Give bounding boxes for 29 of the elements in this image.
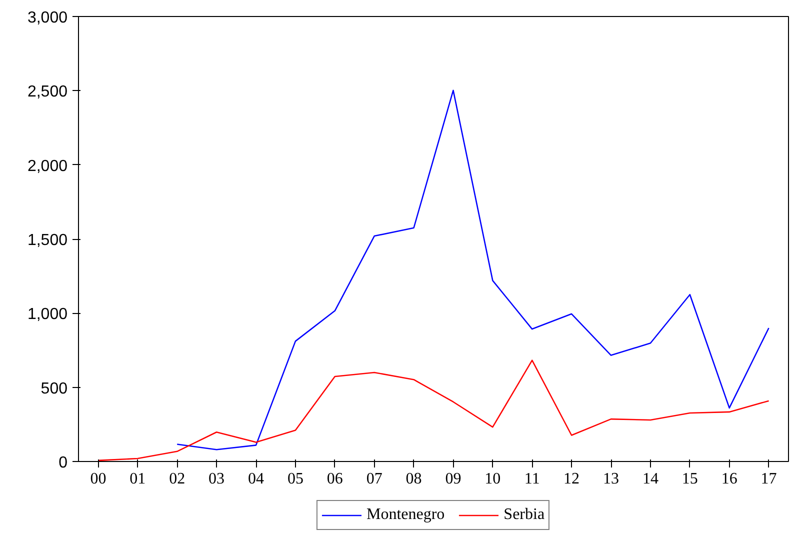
x-tick-label: 14 (642, 470, 658, 488)
x-tick-label: 13 (603, 470, 619, 488)
legend-label: Montenegro (366, 506, 445, 524)
x-tick-label: 04 (248, 470, 264, 488)
y-tick-label: 0 (58, 454, 68, 472)
line-series (98, 360, 770, 462)
legend-label: Serbia (504, 506, 545, 524)
x-tick-label: 11 (524, 470, 540, 488)
x-tick-label: 03 (208, 470, 225, 488)
x-tick-label: 15 (682, 470, 698, 488)
x-tick-label: 09 (445, 470, 462, 488)
y-tick-label: 2,500 (27, 84, 68, 101)
x-tick-label: 00 (90, 470, 106, 488)
x-tick-label: 12 (564, 470, 580, 488)
x-tick-label: 16 (721, 470, 738, 488)
y-tick-label: 1,500 (27, 232, 68, 249)
x-tick-label: 01 (130, 470, 146, 488)
x-tick-label: 02 (169, 470, 186, 488)
x-tick-label: 07 (366, 470, 382, 488)
y-tick-label: 2,000 (27, 158, 68, 175)
line-series (176, 90, 770, 450)
x-tick-label: 05 (287, 470, 304, 488)
y-tick-label: 1,000 (27, 306, 68, 324)
x-tick-label: 10 (484, 470, 501, 488)
x-tick-label: 08 (406, 470, 422, 488)
x-tick-label: 17 (760, 470, 777, 488)
y-tick-label: 500 (40, 380, 68, 398)
x-tick-label: 06 (326, 470, 343, 488)
y-tick-label: 3,000 (27, 10, 68, 26)
